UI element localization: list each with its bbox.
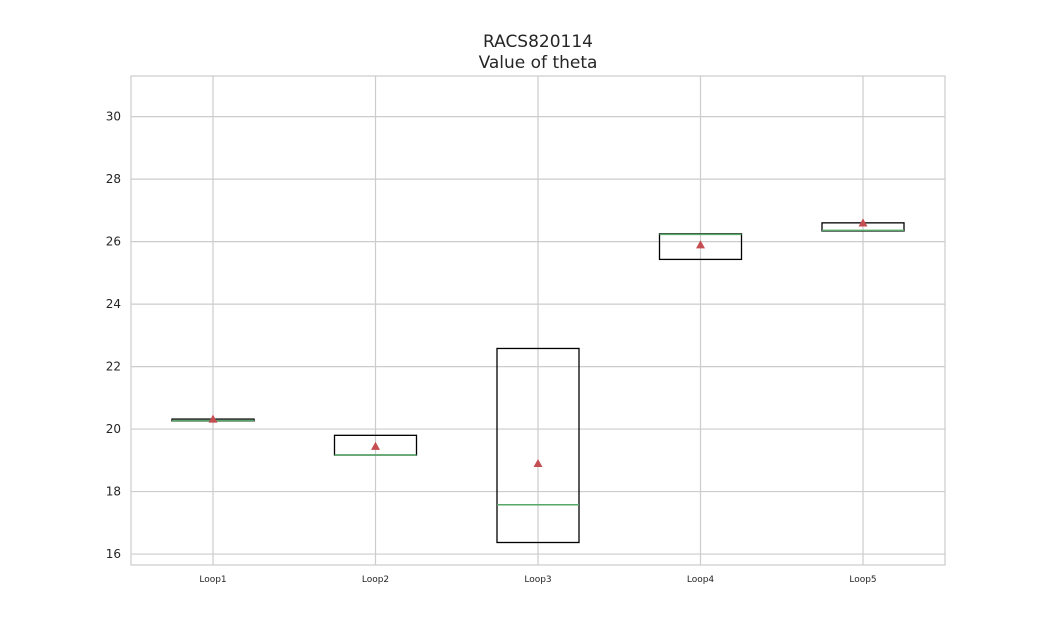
x-tick-label: Loop3 — [524, 575, 551, 585]
mean-marker — [208, 414, 218, 423]
y-tick-label: 16 — [106, 547, 121, 561]
y-tick-label: 28 — [106, 172, 121, 186]
mean-marker — [371, 441, 380, 450]
mean-marker — [533, 458, 543, 468]
x-tick-label: Loop2 — [362, 575, 389, 585]
grid — [131, 76, 945, 565]
y-tick-label: 22 — [106, 360, 121, 374]
x-tick-label: Loop4 — [687, 575, 715, 585]
box-loop3 — [496, 347, 580, 544]
mean-marker — [696, 240, 705, 249]
x-tick-label: Loop5 — [849, 575, 876, 585]
y-tick-label: 20 — [106, 422, 121, 436]
axes: 16 18 20 22 24 26 28 30 Loop1 Loop2 Loop3 Loop4 Loop… — [106, 75, 946, 585]
boxes — [171, 218, 905, 544]
plot-frame — [130, 75, 946, 566]
y-tick-label: 18 — [106, 485, 121, 499]
mean-marker — [858, 218, 868, 227]
chart-subtitle: Value of theta — [479, 53, 598, 73]
y-tick-label: 30 — [106, 110, 121, 124]
y-tick-label: 24 — [106, 297, 121, 311]
x-tick-label: Loop1 — [199, 575, 226, 585]
y-tick-label: 26 — [106, 235, 121, 249]
chart-title: RACS820114 — [483, 32, 593, 52]
